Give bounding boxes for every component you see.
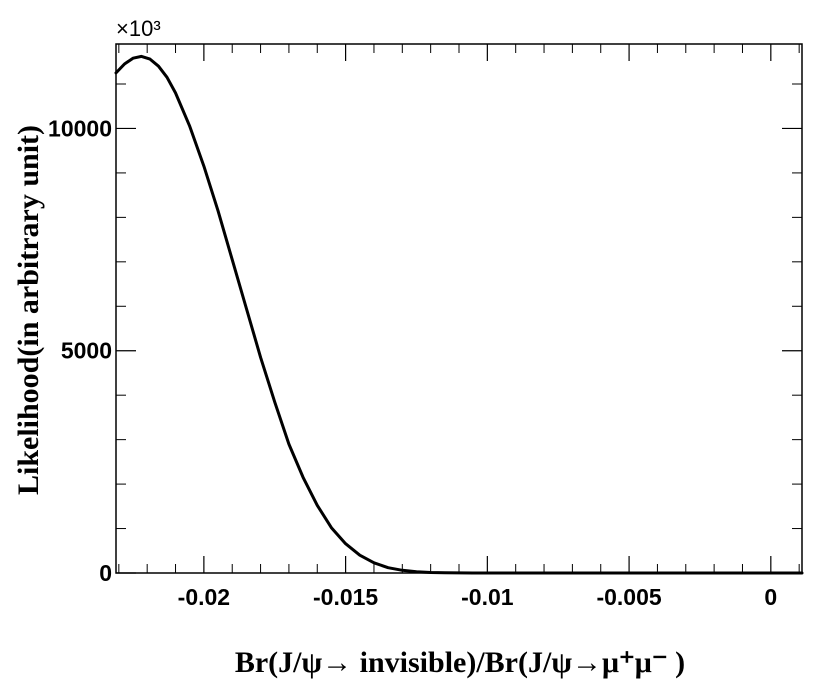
plot-frame <box>115 43 803 574</box>
x-tick-label: -0.01 <box>461 584 514 610</box>
axis-ticks <box>116 44 802 574</box>
y-tick-label: 10000 <box>48 115 112 141</box>
x-tick-label: -0.015 <box>313 584 378 610</box>
series-line-0 <box>114 54 804 575</box>
y-multiplier: ×10³ <box>116 16 161 41</box>
y-tick-label: 0 <box>99 560 112 586</box>
y-tick-label: 5000 <box>61 338 112 364</box>
tick-labels: -0.02 -0.015 -0.01 -0.005 0 0 5000 10000 <box>48 115 777 610</box>
y-axis-title: Likelihood(in arbitrary unit) <box>12 125 45 495</box>
x-axis-title: Br(J/ψ→ invisible)/Br(J/ψ→μ⁺μ⁻ ) <box>235 646 685 679</box>
x-tick-label: 0 <box>764 584 777 610</box>
x-tick-label: -0.02 <box>178 584 230 610</box>
series-layer <box>114 54 804 575</box>
x-tick-label: -0.005 <box>596 584 661 610</box>
y-multiplier-label: ×10³ <box>116 16 161 41</box>
